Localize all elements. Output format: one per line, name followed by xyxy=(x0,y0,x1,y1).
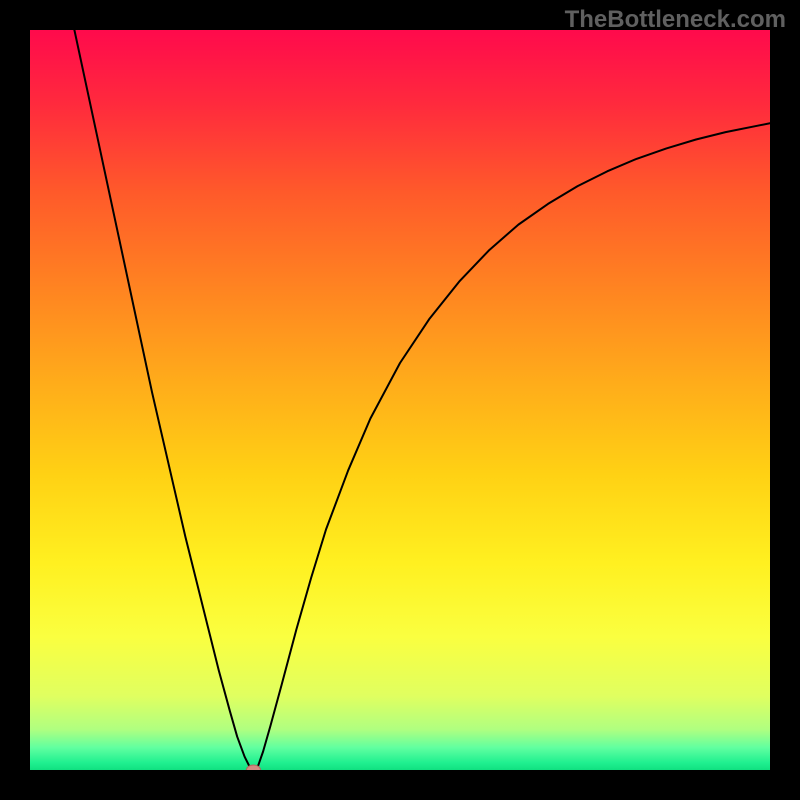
watermark-text: TheBottleneck.com xyxy=(565,6,786,34)
chart-container: TheBottleneck.com xyxy=(0,0,800,800)
plot-area xyxy=(30,30,770,770)
bottleneck-curve xyxy=(74,30,770,770)
curve-layer xyxy=(30,30,770,770)
